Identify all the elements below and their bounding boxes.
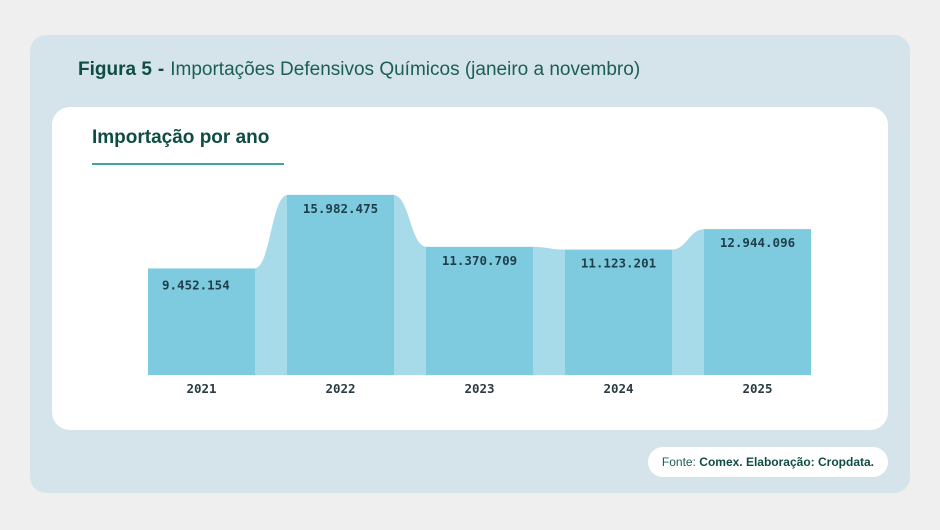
figure-title: Figura 5- Importações Defensivos Químicos…: [78, 59, 640, 81]
figure-number: Figura 5: [78, 59, 152, 80]
x-tick-2025: 2025: [742, 381, 772, 396]
figure-title-text: Importações Defensivos Químicos (janeiro…: [170, 59, 641, 80]
bar-2021: [148, 268, 255, 375]
bar-connector: [532, 246, 566, 375]
x-tick-2023: 2023: [464, 381, 494, 396]
figure-card: Figura 5- Importações Defensivos Químicos…: [30, 35, 910, 493]
bar-2025: [704, 229, 811, 375]
value-label-2025: 12.944.096: [720, 235, 795, 250]
value-label-2024: 11.123.201: [581, 256, 656, 271]
bar-connector: [254, 194, 288, 375]
value-label-2023: 11.370.709: [442, 253, 517, 268]
bar-chart: 9.452.154 2021 15.982.475 2022 11.370.709 202…: [148, 194, 811, 396]
source-text: Comex. Elaboração: Cropdata.: [699, 455, 874, 469]
chart-title: Importação por ano: [92, 127, 270, 148]
x-tick-2022: 2022: [325, 381, 355, 396]
value-label-2022: 15.982.475: [303, 201, 378, 216]
source-prefix: Fonte:: [661, 455, 696, 469]
x-tick-2021: 2021: [186, 381, 216, 396]
bar-2023: [426, 246, 533, 375]
x-tick-2024: 2024: [603, 381, 633, 396]
figure-separator: -: [157, 59, 165, 80]
source-note: Fonte: Comex. Elaboração: Cropdata.: [647, 447, 888, 477]
bar-2022: [287, 194, 394, 375]
chart-title-underline: [92, 163, 284, 165]
chart-panel: Importação por ano 9.452.154 2021 15.982.4…: [52, 107, 888, 430]
bar-2024: [565, 249, 672, 375]
bar-connector: [393, 194, 427, 375]
bar-connector: [671, 229, 705, 375]
value-label-2021: 9.452.154: [162, 277, 230, 292]
